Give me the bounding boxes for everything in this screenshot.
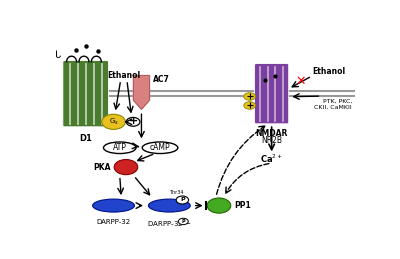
Text: ATP: ATP xyxy=(113,143,127,152)
Text: Ethanol: Ethanol xyxy=(107,71,140,80)
Ellipse shape xyxy=(93,199,134,212)
Text: NMDAR: NMDAR xyxy=(256,129,288,138)
Text: +: + xyxy=(128,116,138,126)
Ellipse shape xyxy=(148,199,190,212)
Text: G$_s$: G$_s$ xyxy=(108,117,118,127)
Circle shape xyxy=(102,114,125,130)
Ellipse shape xyxy=(104,142,136,154)
FancyBboxPatch shape xyxy=(63,61,108,127)
Text: cAMP: cAMP xyxy=(150,143,170,152)
Text: Ethanol: Ethanol xyxy=(312,67,345,76)
Text: ᒐ: ᒐ xyxy=(56,50,62,60)
Text: DARPP-32: DARPP-32 xyxy=(96,219,131,225)
FancyBboxPatch shape xyxy=(254,64,289,124)
Circle shape xyxy=(126,117,140,126)
Text: DARPP-32 $-$: DARPP-32 $-$ xyxy=(147,219,192,228)
Text: PTK, PKC,
CKII, CaMKII: PTK, PKC, CKII, CaMKII xyxy=(314,99,352,110)
Text: PP1: PP1 xyxy=(234,201,250,210)
Circle shape xyxy=(207,198,231,213)
Ellipse shape xyxy=(142,142,178,154)
Text: P: P xyxy=(180,198,185,203)
Text: Ca$^{2+}$: Ca$^{2+}$ xyxy=(260,153,283,165)
Circle shape xyxy=(178,218,188,225)
Text: ✕: ✕ xyxy=(295,75,306,88)
Circle shape xyxy=(244,93,256,100)
Text: PKA: PKA xyxy=(94,163,111,172)
Text: P: P xyxy=(182,219,185,224)
Circle shape xyxy=(176,196,188,204)
Circle shape xyxy=(114,160,138,175)
Text: D1: D1 xyxy=(79,134,92,143)
Circle shape xyxy=(244,102,256,109)
Text: AC7: AC7 xyxy=(153,75,170,84)
Text: Thr34: Thr34 xyxy=(169,190,184,195)
Text: NR2B: NR2B xyxy=(261,136,282,145)
Polygon shape xyxy=(133,76,150,109)
